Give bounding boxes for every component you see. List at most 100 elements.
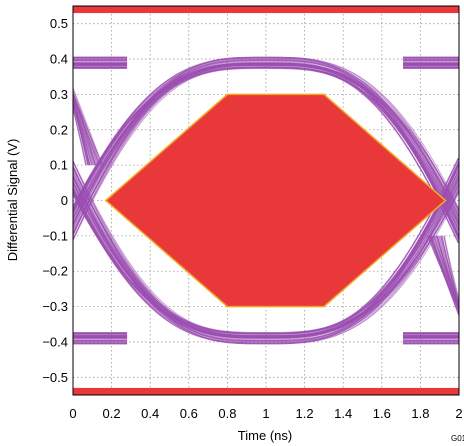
eye-trace-transition (429, 235, 459, 313)
x-tick-label: 1.8 (411, 406, 429, 421)
eye-trace-transition (73, 105, 87, 166)
eye-trace-transition (427, 235, 459, 311)
eye-trace-transition (437, 235, 459, 311)
eye-trace-transition (73, 86, 103, 166)
y-tick-label: 0.3 (50, 87, 68, 102)
eye-trace-transition (73, 92, 101, 166)
eye-trace-transition (73, 90, 97, 166)
eye-trace-transition (73, 106, 87, 166)
eye-trace-transition (73, 99, 91, 166)
x-tick-label: 1.6 (373, 406, 391, 421)
eye-trace-transition (432, 235, 459, 308)
eye-trace-transition (438, 235, 459, 311)
x-tick-label: 1 (262, 406, 269, 421)
eye-trace-transition (73, 96, 95, 166)
y-tick-label: −0.2 (42, 264, 68, 279)
x-axis-label: Time (ns) (238, 428, 292, 443)
eye-trace-transition (435, 235, 459, 307)
eye-trace-transition (432, 235, 459, 311)
eye-trace-upper (73, 62, 459, 231)
eye-trace-transition (73, 107, 87, 166)
eye-trace-transition (432, 235, 459, 311)
x-tick-label: 0.6 (180, 406, 198, 421)
eye-trace-transition (428, 235, 459, 315)
eye-trace-transition (441, 235, 459, 307)
x-tick-label: 0.4 (141, 406, 159, 421)
eye-trace-transition (73, 99, 95, 166)
eye-trace-transition (436, 235, 459, 309)
eye-trace-transition (73, 94, 98, 166)
y-tick-label: −0.3 (42, 299, 68, 314)
eye-trace-transition (431, 235, 459, 309)
eye-trace-transition (426, 235, 459, 312)
eye-trace-transition (73, 99, 93, 166)
eye-trace-transition (436, 235, 459, 306)
x-tick-label: 1.2 (296, 406, 314, 421)
eye-trace-transition (73, 101, 93, 166)
eye-trace-transition (440, 235, 459, 306)
x-tick-label: 0.2 (103, 406, 121, 421)
eye-trace-transition (73, 89, 101, 166)
eye-trace-transition (73, 91, 99, 166)
eye-trace-transition (438, 235, 459, 308)
eye-trace-transition (429, 235, 459, 312)
eye-trace-transition (73, 94, 100, 166)
eye-trace-transition (428, 235, 459, 317)
eye-trace-transition (429, 235, 459, 316)
eye-trace-transition (73, 99, 89, 166)
eye-trace-transition (73, 100, 94, 166)
eye-trace-lower (73, 166, 459, 337)
eye-trace-transition (436, 235, 459, 314)
eye-trace-transition (73, 95, 100, 166)
eye-trace-transition (429, 235, 459, 314)
eye-trace-upper (73, 64, 459, 235)
eye-trace-transition (73, 100, 91, 166)
eye-trace-upper (73, 57, 459, 241)
eye-trace-lower (73, 169, 459, 334)
eye-trace-transition (73, 99, 93, 166)
eye-trace-transition (430, 235, 459, 313)
eye-trace-transition (440, 235, 459, 304)
eye-mask (104, 93, 447, 308)
y-tick-label: 0.2 (50, 122, 68, 137)
eye-trace-transition (443, 235, 459, 303)
eye-trace-transition (73, 93, 103, 166)
eye-trace-transition (73, 95, 91, 166)
eye-trace-transition (73, 91, 103, 166)
x-tick-label: 0 (69, 406, 76, 421)
eye-trace-transition (73, 99, 89, 166)
y-tick-label: −0.5 (42, 370, 68, 385)
eye-mask-layer (73, 6, 459, 395)
eye-trace-transition (430, 235, 459, 318)
eye-trace-transition (73, 98, 94, 166)
eye-trace-transition (429, 235, 459, 318)
x-tick-label: 2 (455, 406, 462, 421)
eye-trace-transition (73, 95, 97, 166)
y-tick-label: 0 (61, 193, 68, 208)
y-tick-label: 0.1 (50, 158, 68, 173)
eye-trace-transition (430, 235, 459, 317)
eye-trace-transition (73, 102, 89, 166)
x-tick-label: 0.8 (218, 406, 236, 421)
eye-trace-transition (440, 235, 459, 306)
plot-frame (72, 5, 460, 396)
y-tick-label: −0.1 (42, 228, 68, 243)
eye-trace-upper (73, 67, 459, 232)
eye-trace-transition (73, 93, 96, 166)
eye-trace-transition (73, 94, 104, 166)
eye-trace-transition (441, 235, 459, 309)
eye-trace-upper (73, 66, 459, 244)
eye-trace-transition (443, 235, 459, 301)
eye-trace-transition (430, 235, 459, 310)
eye-trace-transition (441, 235, 459, 311)
eye-trace-transition (73, 96, 94, 166)
eye-trace-transition (427, 235, 459, 313)
y-tick-label: 0.4 (50, 52, 68, 67)
eye-trace-transition (73, 90, 97, 166)
eye-trace-transition (73, 87, 101, 166)
eye-trace-transition (431, 235, 459, 313)
x-tick-label: 1.4 (334, 406, 352, 421)
figure-code: G01 (451, 434, 464, 443)
eye-trace-transition (73, 95, 96, 166)
